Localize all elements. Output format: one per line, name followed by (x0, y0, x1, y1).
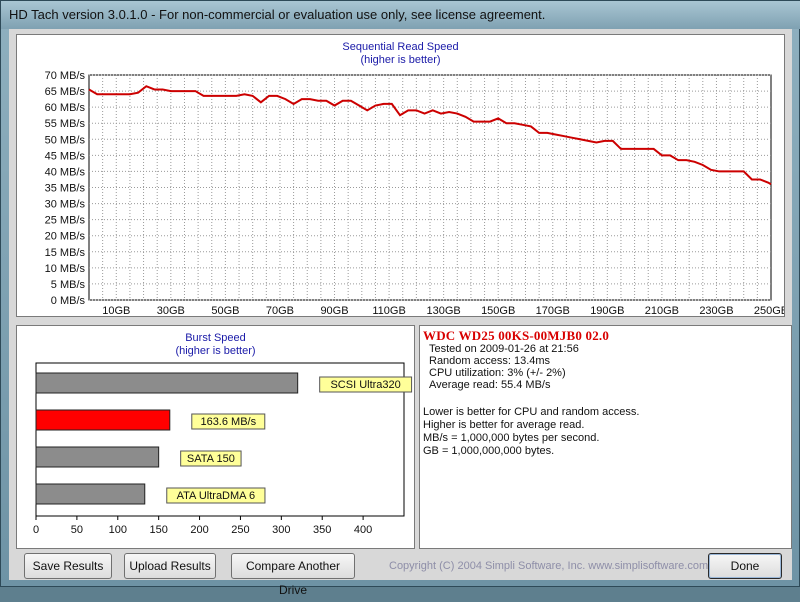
burst-label-box (166, 487, 266, 504)
x-tick-label: 150GB (481, 305, 515, 316)
y-tick-label: 15 MB/s (45, 247, 86, 259)
x-tick-label: 50GB (211, 305, 239, 316)
y-tick-label: 25 MB/s (45, 215, 86, 227)
y-tick-label: 35 MB/s (45, 183, 86, 195)
burst-chart: SCSI Ultra320 163.6 MB/s SATA 150 ATA Ultra… (33, 362, 413, 536)
note-line: GB = 1,000,000,000 bytes. (423, 445, 555, 457)
burst-chart-title: Burst Speed (185, 332, 246, 344)
burst-x-tick-label: 350 (313, 524, 331, 536)
save-results-button[interactable]: Save Results (24, 553, 112, 579)
note-line: Lower is better for CPU and random acces… (423, 406, 640, 418)
y-tick-label: 5 MB/s (51, 279, 86, 291)
burst-x-tick-label: 300 (272, 524, 290, 536)
burst-x-tick-label: 400 (354, 524, 372, 536)
burst-x-tick-label: 200 (190, 524, 208, 536)
done-button[interactable]: Done (708, 553, 782, 579)
burst-bar (35, 372, 299, 394)
y-tick-label: 40 MB/s (45, 166, 86, 178)
sequential-read-line (88, 85, 772, 186)
burst-x-tick-label: 250 (231, 524, 249, 536)
burst-bar-label: ATA UltraDMA 6 (177, 490, 255, 502)
burst-bar-label: SATA 150 (187, 453, 235, 465)
burst-label-box (191, 413, 266, 430)
y-tick-label: 65 MB/s (45, 86, 86, 98)
burst-label-box (180, 450, 242, 467)
x-tick-label: 90GB (320, 305, 348, 316)
x-tick-label: 70GB (266, 305, 294, 316)
upload-results-button[interactable]: Upload Results (124, 553, 216, 579)
burst-bar (35, 446, 160, 468)
y-tick-label: 30 MB/s (45, 199, 86, 211)
burst-label-box (319, 376, 413, 393)
title-bar[interactable]: HD Tach version 3.0.1.0 - For non-commer… (1, 1, 800, 29)
x-tick-label: 190GB (590, 305, 624, 316)
x-tick-label: 230GB (699, 305, 733, 316)
sequential-chart-panel: Sequential Read Speed (higher is better)… (16, 34, 785, 317)
compare-another-drive-button[interactable]: Compare Another Drive (231, 553, 355, 597)
y-tick-label: 50 MB/s (45, 134, 86, 146)
average-read: Average read: 55.4 MB/s (429, 379, 551, 391)
window-title: HD Tach version 3.0.1.0 - For non-commer… (9, 7, 546, 22)
y-tick-label: 60 MB/s (45, 102, 86, 114)
y-tick-label: 45 MB/s (45, 150, 86, 162)
y-tick-label: 55 MB/s (45, 118, 86, 130)
random-access: Random access: 13.4ms (429, 355, 551, 367)
note-line: Higher is better for average read. (423, 419, 585, 431)
burst-bar-label: 163.6 MB/s (200, 416, 256, 428)
sequential-chart: 0 MB/s 5 MB/s 10 MB/s 15 MB/s 20 MB/s 25 MB/s… (45, 70, 784, 316)
y-tick-label: 10 MB/s (45, 263, 86, 275)
y-tick-label: 70 MB/s (45, 70, 86, 82)
x-tick-label: 130GB (427, 305, 461, 316)
burst-bar (35, 409, 171, 431)
burst-x-tick-label: 0 (33, 524, 39, 536)
burst-chart-subtitle: (higher is better) (175, 345, 256, 357)
burst-chart-panel: Burst Speed (higher is better) SCSI Ultr… (16, 325, 415, 549)
y-tick-label: 0 MB/s (51, 295, 86, 307)
x-tick-label: 170GB (536, 305, 570, 316)
note-line: MB/s = 1,000,000 bytes per second. (423, 432, 600, 444)
cpu-utilization: CPU utilization: 3% (+/- 2%) (429, 367, 566, 379)
drive-name: WDC WD25 00KS-00MJB0 02.0 (423, 328, 610, 343)
burst-bar (35, 483, 146, 505)
burst-bar-label: SCSI Ultra320 (330, 379, 400, 391)
x-tick-label: 30GB (157, 305, 185, 316)
tested-on: Tested on 2009-01-26 at 21:56 (429, 343, 579, 355)
y-tick-label: 20 MB/s (45, 231, 86, 243)
burst-x-tick-label: 100 (109, 524, 127, 536)
sequential-chart-title: Sequential Read Speed (342, 41, 459, 53)
client-area: Sequential Read Speed (higher is better)… (9, 29, 792, 597)
drive-info-panel: WDC WD25 00KS-00MJB0 02.0 Tested on 2009… (419, 325, 792, 549)
copyright-text: Copyright (C) 2004 Simpli Software, Inc.… (389, 560, 709, 572)
burst-x-tick-label: 150 (149, 524, 167, 536)
x-tick-label: 110GB (372, 305, 405, 316)
sequential-chart-subtitle: (higher is better) (360, 54, 441, 66)
burst-x-tick-label: 50 (71, 524, 83, 536)
x-tick-label: 10GB (102, 305, 130, 316)
x-tick-label: 210GB (645, 305, 679, 316)
